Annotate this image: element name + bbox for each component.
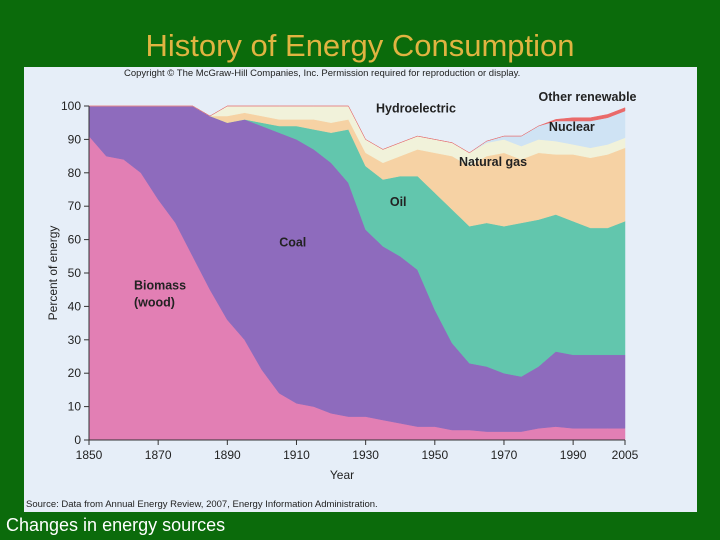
annotation-label: Coal (279, 235, 306, 249)
energy-area-chart: 0 10 20 30 40 50 60 70 80 90 100 1850 1870 1890 1910 19… (46, 90, 639, 482)
x-tick-label: 2005 (612, 448, 639, 462)
y-tick-label: 0 (74, 433, 81, 447)
y-tick-label: 100 (61, 99, 81, 113)
annotation-label: Oil (390, 195, 407, 209)
y-axis-label: Percent of energy (46, 226, 60, 321)
y-tick-label: 40 (68, 299, 82, 313)
x-tick-label: 1890 (214, 448, 241, 462)
annotation-label: Biomass (134, 279, 186, 293)
figure-panel: Copyright © The McGraw-Hill Companies, I… (24, 67, 697, 512)
slide-title: History of Energy Consumption (145, 28, 575, 63)
copyright-notice: Copyright © The McGraw-Hill Companies, I… (124, 68, 521, 79)
annotation-label: Other renewable (539, 90, 637, 104)
x-tick-label: 1930 (352, 448, 379, 462)
y-tick-label: 10 (68, 400, 82, 414)
y-tick-label: 30 (68, 333, 82, 347)
y-tick-label: 70 (68, 199, 82, 213)
y-tick-label: 20 (68, 366, 82, 380)
annotation-label: Natural gas (459, 155, 527, 169)
x-tick-label: 1950 (421, 448, 448, 462)
slide-caption: Changes in energy sources (6, 515, 226, 535)
x-tick-label: 1870 (145, 448, 172, 462)
x-axis-label: Year (330, 468, 354, 482)
x-tick-label: 1990 (560, 448, 587, 462)
annotation-label: (wood) (134, 295, 175, 309)
x-tick-label: 1850 (76, 448, 103, 462)
y-tick-label: 60 (68, 233, 82, 247)
y-tick-label: 90 (68, 132, 82, 146)
annotation-label: Nuclear (549, 120, 595, 134)
source-note: Source: Data from Annual Energy Review, … (26, 499, 378, 510)
x-tick-label: 1970 (491, 448, 518, 462)
y-tick-label: 80 (68, 166, 82, 180)
area-other-renewable (89, 105, 626, 154)
annotation-label: Hydroelectric (376, 102, 456, 116)
x-tick-label: 1910 (283, 448, 310, 462)
y-tick-label: 50 (68, 266, 82, 280)
